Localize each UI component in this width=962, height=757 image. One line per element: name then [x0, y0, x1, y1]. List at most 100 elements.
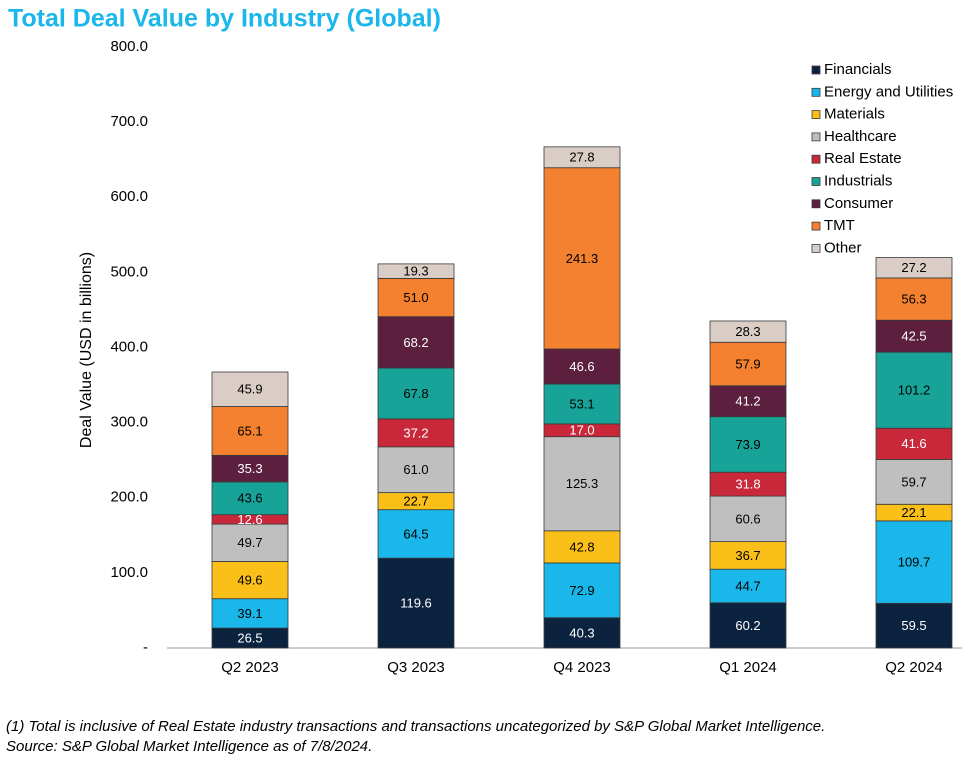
data-label: 61.0 [403, 462, 428, 477]
data-label: 26.5 [237, 630, 262, 645]
data-label: 241.3 [566, 251, 599, 266]
bar-segment [543, 436, 621, 532]
bar-segment [875, 459, 953, 505]
data-label: 49.7 [237, 535, 262, 550]
bar-segment [875, 319, 953, 353]
legend-marker [811, 110, 821, 119]
legend-marker [811, 243, 821, 253]
y-tick-label: 700.0 [110, 113, 148, 130]
bar-segment [211, 406, 289, 456]
x-tick-label: Q2 2023 [221, 659, 279, 676]
x-tick-label: Q1 2024 [719, 659, 777, 676]
data-label: 56.3 [901, 292, 926, 307]
legend-label: Financials [824, 61, 892, 78]
y-tick-label: 500.0 [110, 263, 148, 280]
bar-segment [211, 598, 289, 629]
data-label: 60.6 [735, 511, 760, 526]
x-tick-label: Q3 2023 [387, 659, 445, 676]
data-label: 72.9 [569, 583, 594, 598]
data-label: 59.7 [901, 474, 926, 489]
data-label: 59.5 [901, 618, 926, 633]
x-tick-label: Q4 2023 [553, 659, 611, 676]
data-label: 35.3 [237, 461, 262, 476]
bar-segment [211, 561, 289, 600]
data-label: 41.6 [901, 436, 926, 451]
y-tick-label: 200.0 [110, 489, 148, 506]
data-label: 28.3 [735, 324, 760, 339]
bar-segment [377, 557, 455, 649]
bar-segment [211, 481, 289, 516]
data-label: 19.3 [403, 264, 428, 279]
bar-segment [875, 520, 953, 604]
bar-segment [543, 146, 621, 169]
data-label: 43.6 [237, 491, 262, 506]
data-label: 64.5 [403, 526, 428, 541]
data-label: 22.1 [901, 505, 926, 520]
data-label: 53.1 [569, 396, 594, 411]
data-label: 119.6 [400, 596, 432, 611]
bar-segment [377, 367, 455, 420]
footnote: (1) Total is inclusive of Real Estate in… [6, 718, 825, 735]
legend-marker [811, 221, 821, 231]
data-label: 22.7 [403, 494, 428, 509]
data-label: 67.8 [403, 386, 428, 401]
data-label: 27.2 [901, 260, 926, 275]
bar-segment [377, 446, 455, 494]
legend-marker [811, 65, 821, 75]
legend-marker [811, 154, 821, 164]
legend-marker [811, 177, 821, 186]
data-label: 45.9 [237, 382, 262, 397]
data-label: 73.9 [735, 437, 760, 452]
data-label: 46.6 [569, 359, 594, 374]
data-label: 51.0 [403, 290, 428, 305]
data-label: 31.8 [735, 477, 760, 492]
bar-segment [543, 167, 621, 350]
bar-segment [543, 530, 621, 564]
legend-marker [811, 87, 821, 97]
legend-label: Energy and Utilities [824, 83, 953, 100]
data-label: 109.7 [898, 555, 931, 570]
y-tick-label: 800.0 [110, 38, 148, 55]
legend-label: Consumer [824, 195, 893, 212]
data-label: 60.2 [735, 618, 760, 633]
y-tick-label: 100.0 [110, 564, 148, 581]
bar-segment [709, 602, 787, 649]
data-label: 27.8 [569, 150, 594, 165]
chart-title: Total Deal Value by Industry (Global) [8, 5, 441, 33]
data-label: 42.5 [901, 329, 926, 344]
bar-segment [709, 416, 787, 473]
legend-label: Healthcare [824, 128, 897, 145]
bar-segment [377, 277, 455, 318]
x-tick-label: Q2 2024 [885, 659, 943, 676]
y-tick-label: 300.0 [110, 414, 148, 431]
bar-segment [543, 617, 621, 649]
data-label: 42.8 [569, 539, 594, 554]
y-tick-label: - [143, 639, 148, 656]
data-label: 37.2 [403, 425, 428, 440]
y-tick-label: 400.0 [110, 338, 148, 355]
data-label: 68.2 [403, 335, 428, 350]
bar-segment [709, 341, 787, 387]
y-axis-label: Deal Value (USD in billions) [78, 252, 95, 448]
data-label: 41.2 [735, 394, 760, 409]
data-label: 40.3 [569, 625, 594, 640]
legend-label: TMT [824, 217, 855, 234]
bar-segment [377, 316, 455, 369]
legend-marker [811, 132, 821, 142]
data-label: 49.6 [237, 573, 262, 588]
data-label: 17.0 [569, 423, 594, 438]
footnote: Source: S&P Global Market Intelligence a… [6, 738, 372, 755]
data-label: 39.1 [237, 606, 262, 621]
bar-segment [543, 562, 621, 619]
bar-segment [709, 541, 787, 570]
bar-segment [875, 257, 953, 279]
data-label: 12.6 [237, 512, 262, 527]
bar-segment [875, 602, 953, 649]
legend-label: Real Estate [824, 150, 902, 167]
bar-segment [875, 277, 953, 321]
legend-marker [811, 199, 821, 209]
bar-segment [709, 320, 787, 343]
bar-segment [709, 385, 787, 418]
